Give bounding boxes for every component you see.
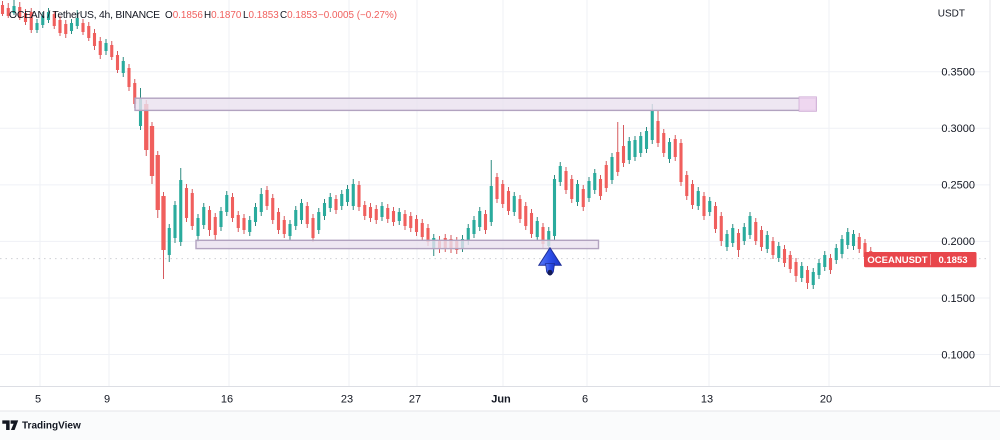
svg-text:0.2500: 0.2500 bbox=[941, 180, 975, 192]
svg-text:0.1000: 0.1000 bbox=[941, 349, 975, 361]
svg-text:16: 16 bbox=[221, 394, 233, 406]
svg-text:0.1853: 0.1853 bbox=[938, 255, 967, 266]
svg-text:TradingView: TradingView bbox=[22, 421, 81, 432]
svg-text:23: 23 bbox=[341, 394, 353, 406]
svg-text:20: 20 bbox=[820, 394, 832, 406]
svg-text:0.3000: 0.3000 bbox=[941, 123, 975, 135]
svg-text:OCEAN / TetherUS, 4h, BINANCE: OCEAN / TetherUS, 4h, BINANCE bbox=[9, 10, 160, 21]
svg-text:Jun: Jun bbox=[491, 394, 511, 406]
svg-text:0.3500: 0.3500 bbox=[941, 67, 975, 79]
svg-text:5: 5 bbox=[35, 394, 41, 406]
svg-text:13: 13 bbox=[701, 394, 713, 406]
svg-text:0.1500: 0.1500 bbox=[941, 293, 975, 305]
svg-text:9: 9 bbox=[104, 394, 110, 406]
svg-text:USDT: USDT bbox=[938, 9, 965, 20]
svg-text:6: 6 bbox=[582, 394, 588, 406]
svg-text:27: 27 bbox=[409, 394, 421, 406]
svg-text:OCEANUSDT: OCEANUSDT bbox=[867, 255, 927, 266]
svg-text:0.2000: 0.2000 bbox=[941, 236, 975, 248]
